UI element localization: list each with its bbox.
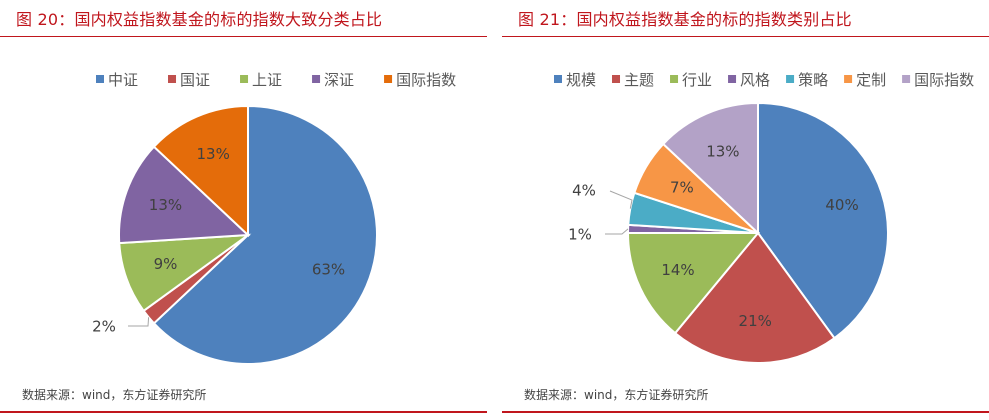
leader-line bbox=[609, 190, 633, 209]
pie-slice bbox=[673, 231, 836, 364]
pie-slice bbox=[152, 104, 378, 365]
source-note: 数据来源：wind，东方证券研究所 bbox=[524, 388, 709, 402]
figure-21-panel: 图 21：国内权益指数基金的标的指数类别占比 规模 主题 行业 风格 策略 定制 国际指数 4… bbox=[502, 0, 989, 420]
legend-swatch bbox=[554, 75, 562, 83]
data-label: 7% bbox=[670, 179, 694, 197]
legend-label: 上证 bbox=[252, 71, 282, 89]
figure-21-title: 图 21：国内权益指数基金的标的指数类别占比 bbox=[518, 10, 852, 29]
data-label: 9% bbox=[154, 255, 178, 273]
data-label: 13% bbox=[706, 142, 739, 160]
legend-label: 国证 bbox=[180, 71, 210, 89]
legend-swatch bbox=[844, 75, 853, 83]
data-label: 13% bbox=[149, 196, 182, 214]
legend-swatch bbox=[168, 75, 177, 83]
figure-20-panel: 图 20：国内权益指数基金的标的指数大致分类占比 中证 国证 上证 深证 国际指数 63%… bbox=[0, 0, 487, 420]
source-note: 数据来源：wind，东方证券研究所 bbox=[22, 388, 207, 402]
pie-slice bbox=[152, 104, 249, 238]
pie-slice bbox=[757, 101, 889, 340]
data-label: 4% bbox=[572, 182, 596, 200]
legend-label: 风格 bbox=[740, 71, 770, 89]
pie-chart-index-category: 中证 国证 上证 深证 国际指数 63% 2% 9% 13% 13% bbox=[92, 71, 456, 365]
legend-label: 国际指数 bbox=[914, 71, 974, 89]
legend-label: 策略 bbox=[798, 71, 828, 89]
pie-slice bbox=[661, 101, 759, 236]
legend-label: 规模 bbox=[566, 71, 596, 89]
data-label: 2% bbox=[92, 318, 116, 336]
data-label: 40% bbox=[825, 196, 858, 214]
pie-slice bbox=[118, 145, 251, 245]
legend-swatch bbox=[670, 75, 679, 83]
data-label: 1% bbox=[568, 226, 592, 244]
title-rule bbox=[0, 36, 487, 37]
legend-swatch bbox=[312, 75, 321, 83]
data-label: 14% bbox=[661, 261, 694, 279]
leader-line bbox=[605, 228, 629, 235]
figure-20-title: 图 20：国内权益指数基金的标的指数大致分类占比 bbox=[16, 10, 383, 29]
data-label: 21% bbox=[739, 312, 772, 330]
legend-label: 主题 bbox=[624, 71, 654, 89]
bottom-rule bbox=[502, 411, 989, 413]
pie-slice bbox=[626, 232, 761, 335]
pie-chart-index-type: 规模 主题 行业 风格 策略 定制 国际指数 40% 21% 14% 1% 4% 7% 13% bbox=[554, 71, 974, 364]
legend-swatch bbox=[96, 75, 104, 83]
legend-label: 国际指数 bbox=[396, 71, 456, 89]
legend-label: 行业 bbox=[682, 71, 712, 89]
title-rule bbox=[502, 36, 989, 37]
data-label: 13% bbox=[196, 145, 229, 163]
bottom-rule bbox=[0, 411, 487, 413]
legend-label: 中证 bbox=[108, 71, 138, 89]
legend-swatch bbox=[240, 75, 249, 83]
legend-swatch bbox=[612, 75, 621, 83]
legend-label: 深证 bbox=[324, 71, 354, 89]
legend-swatch bbox=[902, 75, 911, 83]
legend-swatch bbox=[728, 75, 737, 83]
legend-swatch bbox=[786, 75, 795, 83]
legend-swatch bbox=[384, 75, 393, 83]
data-label: 63% bbox=[312, 260, 345, 278]
leader-line bbox=[128, 317, 150, 327]
legend-label: 定制 bbox=[856, 71, 886, 89]
